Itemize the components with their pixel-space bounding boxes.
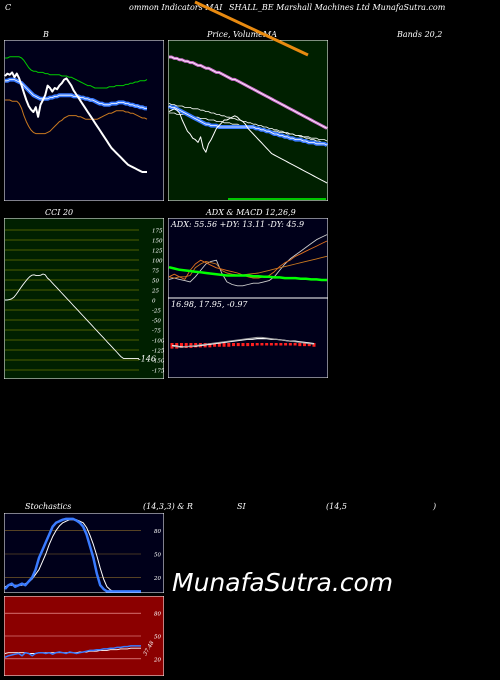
macd-histogram-bar <box>289 343 292 346</box>
adx-label: ADX: 55.56 +DY: 13.11 -DY: 45.9 <box>170 220 304 229</box>
stoch-params: (14,3,3) & R <box>143 502 193 511</box>
macd-histogram-bar <box>256 343 259 346</box>
cci-tick-label: 75 <box>152 269 159 275</box>
ma-orange-line <box>195 2 308 55</box>
rsi-tick-label: 20 <box>153 657 161 663</box>
macd-label: 16.98, 17.95, -0.97 <box>171 300 248 309</box>
macd-histogram-bar <box>260 343 263 346</box>
adx-chart: ADX: 55.56 +DY: 13.11 -DY: 45.9 <box>168 218 328 298</box>
stoch-title: Stochastics <box>25 502 71 511</box>
bands-title: Bands 20,2 <box>397 30 442 39</box>
cci-tick-label: 150 <box>152 239 163 245</box>
bollinger-chart <box>4 40 164 201</box>
macd-histogram-bar <box>227 343 230 347</box>
stochastics-chart: 80 50 20 <box>4 513 164 593</box>
cci-last-value: -146 <box>138 354 156 363</box>
cci-tick-label: 25 <box>151 289 159 295</box>
macd-histogram-bar <box>294 343 297 346</box>
cci-tick-label: -75 <box>152 329 161 335</box>
cci-tick-label: -50 <box>152 319 161 325</box>
macd-histogram-bar <box>275 343 278 346</box>
rsi-close: ) <box>433 502 436 511</box>
macd-histogram-bar <box>279 343 282 346</box>
watermark: MunafaSutra.com <box>172 568 393 597</box>
cci-tick-label: 175 <box>152 229 163 235</box>
bollinger-frame <box>4 40 164 201</box>
macd-histogram-bar <box>232 343 235 346</box>
cci-tick-label: -100 <box>152 339 164 345</box>
macd-histogram-bar <box>284 343 287 346</box>
adx-frame <box>168 218 328 298</box>
rsi-si: SI <box>237 502 246 511</box>
macd-histogram-bar <box>251 343 254 346</box>
cci-tick-label: -25 <box>152 309 161 315</box>
adx-title: ADX & MACD 12,26,9 <box>206 208 296 217</box>
price-orange-overflow <box>190 0 320 60</box>
macd-frame <box>168 298 328 378</box>
bollinger-title: B <box>43 30 49 39</box>
macd-chart: 16.98, 17.95, -0.97 <box>168 298 328 378</box>
rsi-tick-label: 80 <box>154 612 161 618</box>
macd-histogram-bar <box>246 343 249 346</box>
macd-histogram-bar <box>223 343 226 347</box>
stoch-tick-label: 50 <box>154 553 161 559</box>
cci-tick-label: 0 <box>152 299 156 305</box>
cci-title: CCI 20 <box>45 208 73 217</box>
price-frame <box>168 40 328 201</box>
cci-tick-label: 100 <box>152 259 163 265</box>
rsi-params: (14,5 <box>326 502 347 511</box>
macd-histogram-bar <box>242 343 245 346</box>
stoch-tick-label: 80 <box>154 529 161 535</box>
macd-histogram-bar <box>237 343 240 346</box>
macd-histogram-bar <box>270 343 273 346</box>
cci-chart: 1751501251007550250-25-50-75-100-125-150… <box>4 218 164 379</box>
stoch-tick-label: 20 <box>153 576 161 582</box>
cci-tick-label: 50 <box>152 279 159 285</box>
price-ma-chart <box>168 40 328 201</box>
rsi-tick-label: 50 <box>154 635 161 641</box>
macd-histogram-bar <box>265 343 268 346</box>
macd-histogram-bar <box>298 343 301 346</box>
cci-tick-label: 125 <box>152 249 163 255</box>
cci-tick-label: -175 <box>152 369 164 375</box>
header-c: C <box>5 3 11 12</box>
